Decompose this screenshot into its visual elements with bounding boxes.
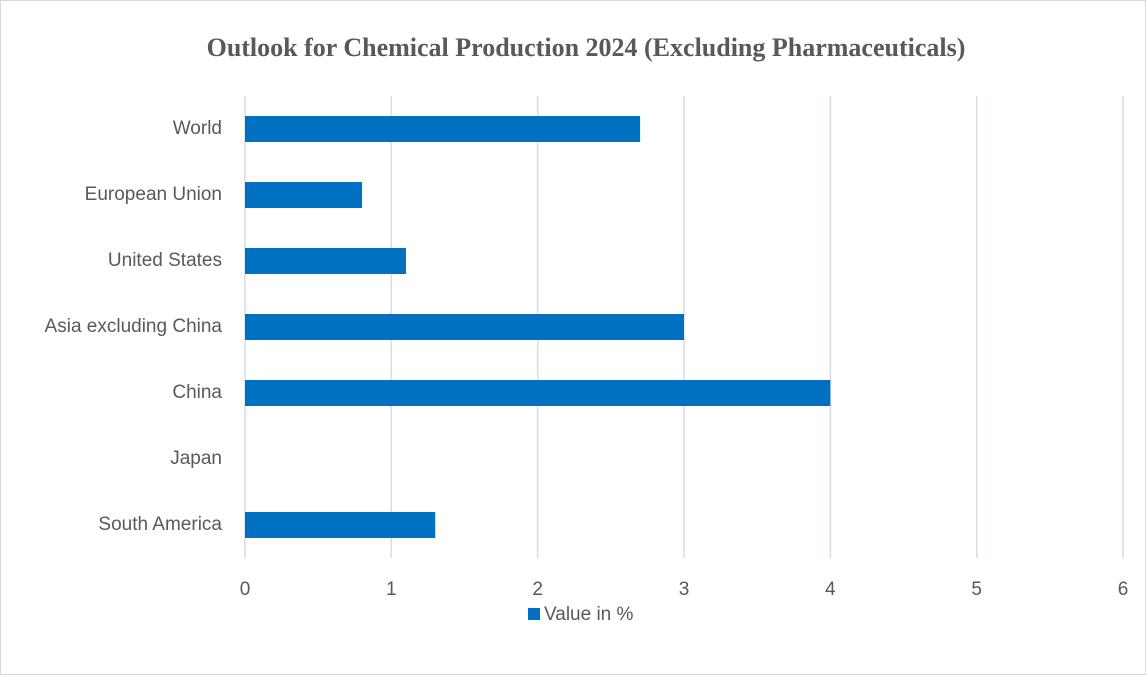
x-tick-label: 0: [240, 579, 251, 600]
bar: [245, 380, 831, 406]
y-tick-label: China: [172, 382, 222, 403]
bar: [245, 116, 641, 142]
x-tick-label: 4: [825, 579, 836, 600]
y-tick-label: Asia excluding China: [45, 316, 223, 337]
y-tick-label: European Union: [85, 184, 222, 205]
y-tick-label: World: [173, 118, 222, 139]
y-tick-label: United States: [108, 250, 222, 271]
bar: [245, 248, 406, 274]
x-tick-label: 6: [1118, 579, 1129, 600]
bar: [245, 182, 363, 208]
x-tick-label: 3: [679, 579, 690, 600]
x-tick-label: 5: [971, 579, 982, 600]
y-tick-label: Japan: [170, 448, 222, 469]
x-tick-label: 2: [532, 579, 543, 600]
y-tick-label: South America: [98, 514, 222, 535]
legend-swatch: [528, 608, 540, 620]
legend-label: Value in %: [544, 604, 634, 625]
chart-title: Outlook for Chemical Production 2024 (Ex…: [207, 33, 966, 62]
x-tick-label: 1: [386, 579, 397, 600]
bar: [245, 314, 684, 340]
bar: [245, 512, 436, 538]
